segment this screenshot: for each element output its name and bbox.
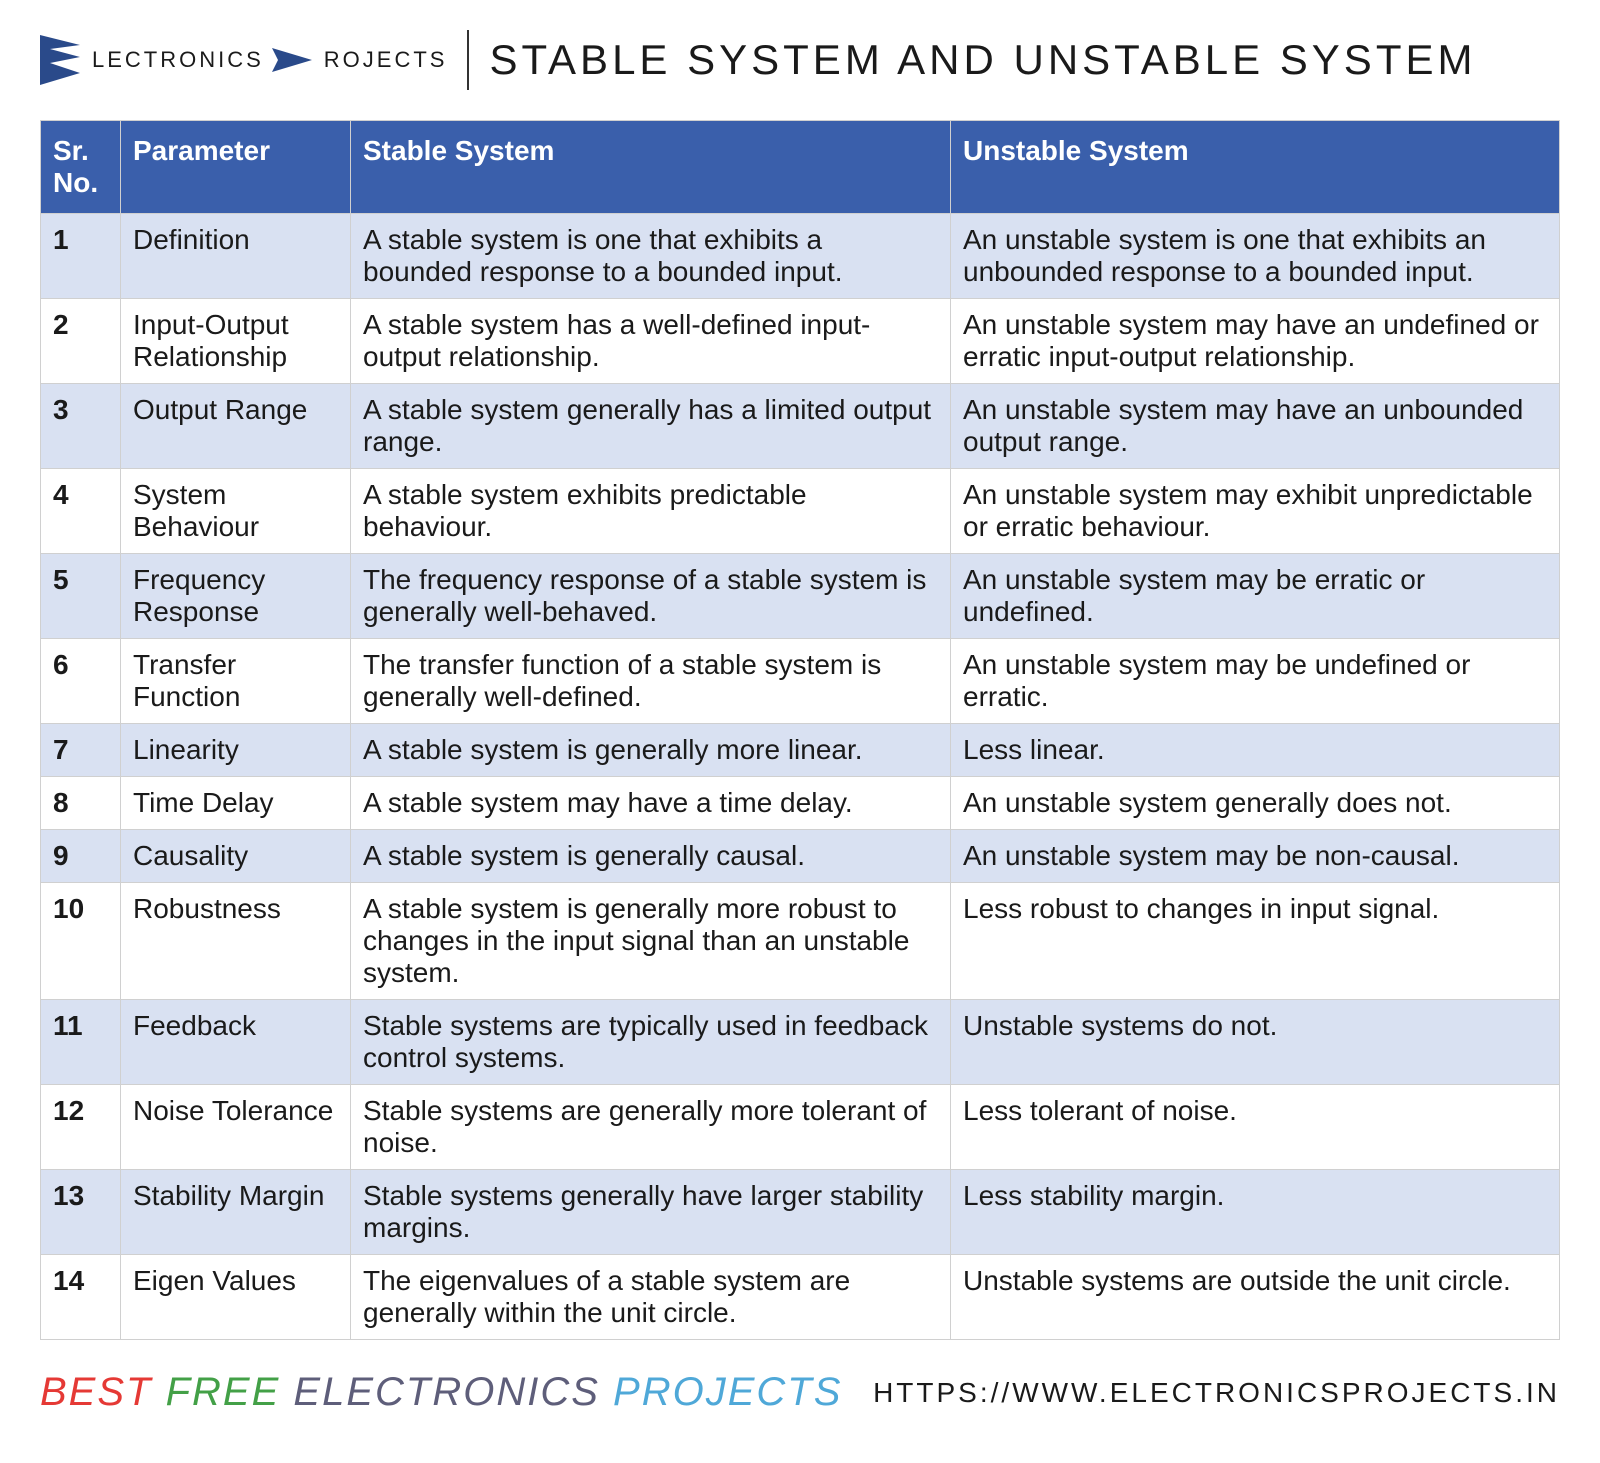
page-footer: BEST FREE ELECTRONICS PROJECTS HTTPS://W… (40, 1370, 1560, 1415)
footer-url: HTTPS://WWW.ELECTRONICSPROJECTS.IN (873, 1377, 1560, 1409)
footer-brand-word-1: BEST (40, 1370, 152, 1414)
cell-stable: The transfer function of a stable system… (351, 639, 951, 724)
table-row: 5Frequency ResponseThe frequency respons… (41, 554, 1560, 639)
cell-srno: 3 (41, 384, 121, 469)
logo-e-icon (40, 35, 84, 85)
footer-brand-word-4: PROJECTS (613, 1370, 842, 1414)
header-divider (467, 30, 469, 90)
cell-parameter: Definition (121, 214, 351, 299)
cell-srno: 6 (41, 639, 121, 724)
logo-text-electronics: LECTRONICS (92, 47, 264, 73)
cell-parameter: Causality (121, 830, 351, 883)
cell-stable: A stable system has a well-defined input… (351, 299, 951, 384)
page-title: STABLE SYSTEM AND UNSTABLE SYSTEM (489, 36, 1476, 84)
cell-stable: The eigenvalues of a stable system are g… (351, 1255, 951, 1340)
cell-parameter: Noise Tolerance (121, 1085, 351, 1170)
table-body: 1DefinitionA stable system is one that e… (41, 214, 1560, 1340)
col-header-srno: Sr. No. (41, 121, 121, 214)
col-header-stable: Stable System (351, 121, 951, 214)
table-row: 2Input-Output RelationshipA stable syste… (41, 299, 1560, 384)
cell-parameter: Frequency Response (121, 554, 351, 639)
cell-stable: Stable systems are typically used in fee… (351, 1000, 951, 1085)
cell-srno: 9 (41, 830, 121, 883)
cell-srno: 14 (41, 1255, 121, 1340)
table-row: 14Eigen ValuesThe eigenvalues of a stabl… (41, 1255, 1560, 1340)
col-header-parameter: Parameter (121, 121, 351, 214)
cell-srno: 10 (41, 883, 121, 1000)
table-row: 7LinearityA stable system is generally m… (41, 724, 1560, 777)
cell-unstable: An unstable system may be undefined or e… (951, 639, 1560, 724)
cell-srno: 8 (41, 777, 121, 830)
table-row: 3Output RangeA stable system generally h… (41, 384, 1560, 469)
cell-unstable: Less stability margin. (951, 1170, 1560, 1255)
footer-brand: BEST FREE ELECTRONICS PROJECTS (40, 1370, 842, 1415)
cell-stable: A stable system may have a time delay. (351, 777, 951, 830)
cell-stable: A stable system generally has a limited … (351, 384, 951, 469)
table-row: 12Noise ToleranceStable systems are gene… (41, 1085, 1560, 1170)
cell-parameter: Linearity (121, 724, 351, 777)
cell-stable: A stable system exhibits predictable beh… (351, 469, 951, 554)
cell-unstable: An unstable system may have an unbounded… (951, 384, 1560, 469)
cell-unstable: An unstable system may be non-causal. (951, 830, 1560, 883)
table-row: 1DefinitionA stable system is one that e… (41, 214, 1560, 299)
table-row: 6Transfer FunctionThe transfer function … (41, 639, 1560, 724)
brand-logo: LECTRONICS ROJECTS (40, 35, 447, 85)
cell-stable: A stable system is generally more linear… (351, 724, 951, 777)
comparison-table: Sr. No. Parameter Stable System Unstable… (40, 120, 1560, 1340)
cell-parameter: Time Delay (121, 777, 351, 830)
table-row: 11FeedbackStable systems are typically u… (41, 1000, 1560, 1085)
cell-srno: 13 (41, 1170, 121, 1255)
page-header: LECTRONICS ROJECTS STABLE SYSTEM AND UNS… (40, 30, 1560, 90)
cell-unstable: Less linear. (951, 724, 1560, 777)
cell-srno: 1 (41, 214, 121, 299)
cell-srno: 5 (41, 554, 121, 639)
cell-parameter: System Behaviour (121, 469, 351, 554)
logo-arrow-icon (272, 40, 316, 80)
footer-brand-word-2: FREE (166, 1370, 281, 1414)
cell-stable: A stable system is generally more robust… (351, 883, 951, 1000)
cell-unstable: An unstable system may exhibit unpredict… (951, 469, 1560, 554)
cell-unstable: An unstable system generally does not. (951, 777, 1560, 830)
cell-stable: Stable systems generally have larger sta… (351, 1170, 951, 1255)
cell-stable: The frequency response of a stable syste… (351, 554, 951, 639)
table-row: 13Stability MarginStable systems general… (41, 1170, 1560, 1255)
table-row: 8Time DelayA stable system may have a ti… (41, 777, 1560, 830)
cell-unstable: Unstable systems do not. (951, 1000, 1560, 1085)
cell-parameter: Stability Margin (121, 1170, 351, 1255)
table-header-row: Sr. No. Parameter Stable System Unstable… (41, 121, 1560, 214)
cell-parameter: Robustness (121, 883, 351, 1000)
cell-parameter: Feedback (121, 1000, 351, 1085)
cell-parameter: Input-Output Relationship (121, 299, 351, 384)
cell-unstable: Less tolerant of noise. (951, 1085, 1560, 1170)
cell-srno: 12 (41, 1085, 121, 1170)
cell-stable: Stable systems are generally more tolera… (351, 1085, 951, 1170)
cell-unstable: Unstable systems are outside the unit ci… (951, 1255, 1560, 1340)
cell-unstable: An unstable system may have an undefined… (951, 299, 1560, 384)
cell-srno: 4 (41, 469, 121, 554)
cell-parameter: Transfer Function (121, 639, 351, 724)
cell-srno: 2 (41, 299, 121, 384)
cell-unstable: Less robust to changes in input signal. (951, 883, 1560, 1000)
logo-text-projects: ROJECTS (324, 47, 448, 73)
cell-stable: A stable system is one that exhibits a b… (351, 214, 951, 299)
cell-srno: 7 (41, 724, 121, 777)
table-row: 9CausalityA stable system is generally c… (41, 830, 1560, 883)
cell-parameter: Output Range (121, 384, 351, 469)
cell-stable: A stable system is generally causal. (351, 830, 951, 883)
table-row: 4System BehaviourA stable system exhibit… (41, 469, 1560, 554)
table-row: 10RobustnessA stable system is generally… (41, 883, 1560, 1000)
col-header-unstable: Unstable System (951, 121, 1560, 214)
cell-unstable: An unstable system is one that exhibits … (951, 214, 1560, 299)
cell-parameter: Eigen Values (121, 1255, 351, 1340)
cell-srno: 11 (41, 1000, 121, 1085)
cell-unstable: An unstable system may be erratic or und… (951, 554, 1560, 639)
footer-brand-word-3: ELECTRONICS (293, 1370, 600, 1414)
